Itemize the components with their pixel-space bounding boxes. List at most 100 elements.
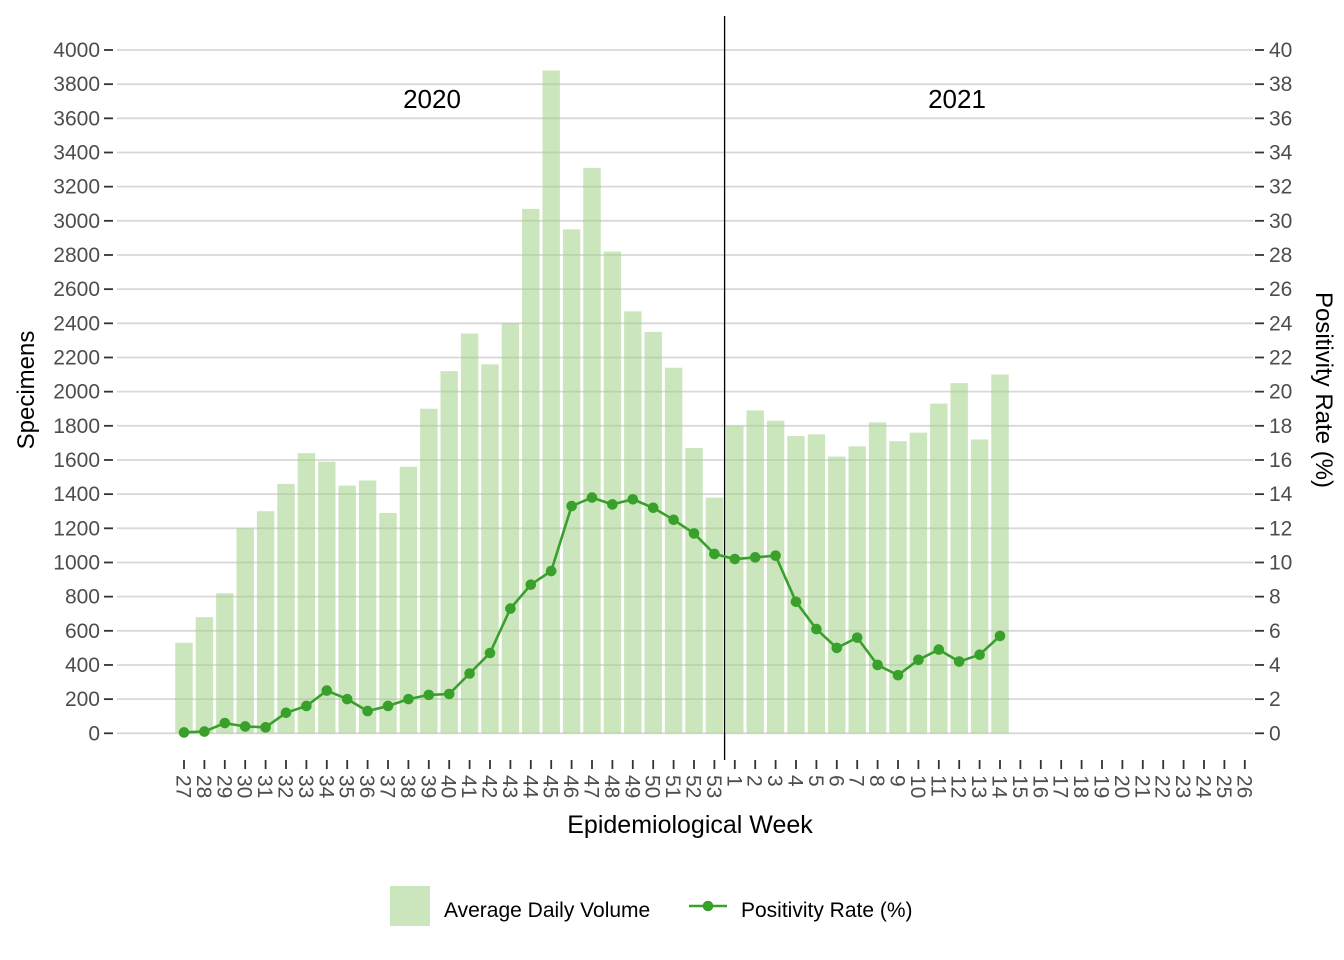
- x-tick-label-week-12: 12: [947, 775, 970, 798]
- right-tick-label: 40: [1269, 39, 1292, 62]
- positivity-point-week-36: [362, 705, 373, 717]
- bar-week-42: [481, 364, 499, 734]
- x-tick-label-week-52: 52: [682, 775, 705, 798]
- legend-bar-label: Average Daily Volume: [444, 899, 650, 922]
- positivity-point-week-45: [545, 565, 557, 577]
- x-tick-label-week-43: 43: [498, 775, 521, 798]
- positivity-point-week-12: [953, 656, 965, 667]
- left-tick-label: 2200: [53, 346, 100, 369]
- bar-week-38: [399, 466, 418, 734]
- positivity-point-week-53: [709, 548, 720, 560]
- right-tick-label: 26: [1269, 278, 1292, 301]
- x-tick-label-week-24: 24: [1192, 775, 1215, 799]
- right-tick-label: 2: [1269, 688, 1281, 711]
- bar-week-14: [991, 374, 1009, 734]
- positivity-point-week-3: [770, 550, 781, 561]
- year-annotations: 2020 2021: [403, 84, 986, 114]
- bar-week-4: [787, 436, 805, 734]
- left-tick-label: 3600: [53, 107, 100, 130]
- left-tick-label: 1400: [53, 483, 100, 506]
- bar-week-6: [828, 456, 846, 734]
- positivity-point-week-38: [403, 693, 414, 705]
- right-tick-label: 32: [1269, 176, 1292, 199]
- right-tick-label: 14: [1269, 483, 1293, 506]
- left-tick-label: 2600: [53, 278, 100, 301]
- x-tick-label-week-41: 41: [457, 775, 480, 798]
- x-tick-label-week-48: 48: [600, 775, 623, 798]
- right-tick-label: 10: [1269, 551, 1292, 574]
- positivity-point-week-11: [933, 644, 945, 655]
- bar-week-37: [379, 512, 397, 734]
- bar-week-52: [685, 448, 703, 734]
- positivity-point-week-6: [831, 642, 843, 654]
- positivity-point-week-8: [872, 659, 883, 671]
- bar-week-12: [950, 383, 968, 734]
- positivity-point-week-5: [811, 623, 822, 635]
- positivity-point-week-29: [219, 717, 231, 729]
- bar-week-30: [236, 528, 254, 734]
- x-tick-label-week-29: 29: [212, 775, 235, 798]
- bar-week-32: [277, 483, 295, 734]
- positivity-point-week-41: [464, 668, 475, 679]
- right-tick-label: 24: [1269, 312, 1293, 335]
- x-tick-label-week-15: 15: [1008, 775, 1031, 798]
- bar-week-45: [542, 70, 560, 734]
- x-tick-label-week-17: 17: [1049, 775, 1072, 798]
- x-tick-label-week-47: 47: [580, 775, 603, 798]
- x-tick-label-week-33: 33: [294, 775, 317, 798]
- bar-week-2: [746, 410, 764, 734]
- x-tick-label-week-42: 42: [478, 775, 501, 798]
- x-tick-label-week-5: 5: [804, 775, 827, 787]
- x-tick-label-week-34: 34: [314, 775, 337, 799]
- positivity-point-week-50: [647, 502, 659, 514]
- bar-week-5: [807, 434, 826, 734]
- bar-week-1: [726, 425, 744, 734]
- bar-week-13: [970, 439, 989, 734]
- left-tick-label: 0: [88, 722, 100, 745]
- x-tick-label-week-51: 51: [661, 775, 684, 798]
- right-tick-label: 0: [1269, 722, 1281, 745]
- bar-week-31: [256, 511, 275, 734]
- right-tick-label: 28: [1269, 244, 1292, 267]
- x-tick-label-week-46: 46: [559, 775, 582, 798]
- bar-week-11: [930, 403, 948, 734]
- x-tick-label-week-19: 19: [1090, 775, 1113, 798]
- x-tick-label-week-20: 20: [1110, 775, 1133, 798]
- x-tick-label-week-37: 37: [376, 775, 399, 798]
- right-tick-label: 34: [1269, 141, 1293, 164]
- positivity-point-week-32: [280, 707, 292, 719]
- right-tick-label: 4: [1269, 654, 1281, 677]
- x-tick-label-week-28: 28: [192, 775, 215, 798]
- bars-average-daily-volume: [175, 70, 1009, 734]
- left-tick-label: 3800: [53, 73, 100, 96]
- x-tick-label-week-1: 1: [722, 775, 745, 787]
- bar-week-40: [440, 371, 458, 734]
- x-axis-title: Epidemiological Week: [567, 811, 813, 839]
- bar-week-33: [297, 453, 316, 734]
- x-tick-label-week-49: 49: [620, 775, 643, 798]
- bar-week-27: [175, 642, 193, 734]
- bar-week-29: [216, 593, 234, 734]
- x-tick-label-week-2: 2: [743, 775, 766, 787]
- bar-week-41: [460, 333, 479, 734]
- positivity-point-week-33: [301, 700, 312, 712]
- positivity-point-week-35: [341, 693, 353, 705]
- x-tick-label-week-32: 32: [274, 775, 297, 798]
- bar-week-28: [195, 617, 214, 734]
- positivity-point-week-1: [729, 553, 741, 565]
- bar-week-50: [644, 331, 662, 734]
- right-tick-label: 18: [1269, 415, 1292, 438]
- left-tick-label: 2000: [53, 381, 100, 404]
- right-tick-label: 20: [1269, 381, 1292, 404]
- x-axis: 2728293031323334353637383940414243444546…: [172, 760, 1255, 799]
- positivity-point-week-40: [443, 688, 455, 700]
- left-tick-label: 200: [65, 688, 100, 711]
- year-label-2021: 2021: [928, 84, 986, 114]
- positivity-point-week-13: [974, 649, 985, 661]
- x-tick-label-week-36: 36: [355, 775, 378, 798]
- left-tick-label: 1000: [53, 551, 100, 574]
- x-tick-label-week-18: 18: [1069, 775, 1092, 798]
- left-tick-label: 800: [65, 586, 100, 609]
- x-tick-label-week-21: 21: [1130, 775, 1153, 798]
